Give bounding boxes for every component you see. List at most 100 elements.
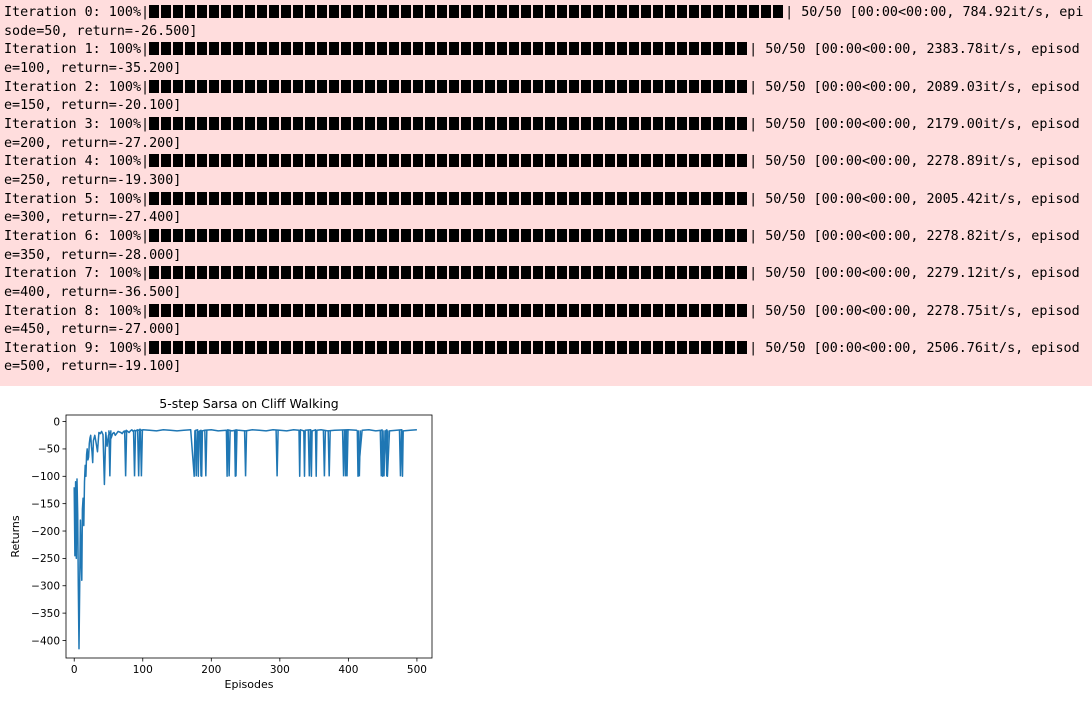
progress-block xyxy=(437,5,448,18)
progress-block xyxy=(425,228,436,242)
progress-block xyxy=(461,303,472,317)
progress-block xyxy=(401,303,412,317)
progress-block xyxy=(377,116,388,130)
progress-block xyxy=(533,191,544,205)
progress-block xyxy=(581,266,592,280)
progress-block xyxy=(653,191,664,205)
progress-block xyxy=(425,154,436,168)
progress-block xyxy=(149,116,160,130)
progress-block xyxy=(497,79,508,93)
x-tick-label: 300 xyxy=(270,664,290,676)
progress-block xyxy=(245,266,256,280)
progress-block xyxy=(401,79,412,93)
progress-block xyxy=(437,191,448,205)
progress-block xyxy=(269,340,280,354)
progress-block xyxy=(389,116,400,130)
progress-block xyxy=(713,5,724,18)
progress-block xyxy=(293,42,304,56)
progress-block xyxy=(317,42,328,56)
progress-label: Iteration 4: 100%| xyxy=(4,154,150,170)
progress-block xyxy=(341,266,352,280)
progress-block xyxy=(293,116,304,130)
progress-block xyxy=(725,266,736,280)
progress-block xyxy=(593,228,604,242)
progress-block xyxy=(449,340,460,354)
progress-block xyxy=(425,5,436,18)
progress-block xyxy=(185,191,196,205)
progress-block xyxy=(485,340,496,354)
progress-block xyxy=(665,5,676,18)
progress-block xyxy=(389,42,400,56)
progress-block xyxy=(221,116,232,130)
progress-line: Iteration 9: 100%| | 50/50 [00:00<00:00, … xyxy=(4,340,1086,359)
progress-block xyxy=(413,340,424,354)
series-spike xyxy=(194,430,198,477)
progress-block xyxy=(185,5,196,18)
progress-block xyxy=(425,191,436,205)
progress-block xyxy=(365,303,376,317)
y-tick-label: 0 xyxy=(53,416,60,428)
progress-block xyxy=(437,340,448,354)
chart-title: 5-step Sarsa on Cliff Walking xyxy=(159,396,338,411)
progress-block xyxy=(725,191,736,205)
progress-block xyxy=(653,79,664,93)
progress-block xyxy=(221,42,232,56)
progress-block xyxy=(605,42,616,56)
progress-block xyxy=(749,5,760,18)
progress-block xyxy=(281,340,292,354)
progress-block xyxy=(341,5,352,18)
progress-label: Iteration 3: 100%| xyxy=(4,116,150,132)
progress-block xyxy=(389,266,400,280)
progress-block xyxy=(557,228,568,242)
progress-block xyxy=(473,79,484,93)
progress-block xyxy=(389,191,400,205)
progress-block xyxy=(665,42,676,56)
progress-bar xyxy=(149,4,785,23)
progress-block xyxy=(509,79,520,93)
progress-block xyxy=(233,340,244,354)
progress-block xyxy=(617,266,628,280)
progress-block xyxy=(317,79,328,93)
progress-block xyxy=(185,228,196,242)
progress-block xyxy=(473,228,484,242)
progress-block xyxy=(689,154,700,168)
progress-stats-wrapped: e=100, return=-35.200] xyxy=(4,60,182,76)
progress-block xyxy=(221,340,232,354)
progress-block xyxy=(677,5,688,18)
progress-block xyxy=(425,116,436,130)
progress-block xyxy=(593,79,604,93)
series-spike xyxy=(139,430,144,477)
progress-block xyxy=(605,191,616,205)
progress-block xyxy=(209,154,220,168)
progress-block xyxy=(281,228,292,242)
progress-block xyxy=(233,228,244,242)
progress-block xyxy=(233,42,244,56)
progress-block xyxy=(497,154,508,168)
progress-bar xyxy=(149,303,749,322)
progress-block xyxy=(161,191,172,205)
progress-block xyxy=(161,228,172,242)
progress-block xyxy=(149,79,160,93)
progress-block xyxy=(653,42,664,56)
progress-label: Iteration 2: 100%| xyxy=(4,79,150,95)
progress-block xyxy=(353,303,364,317)
progress-block xyxy=(365,5,376,18)
progress-block xyxy=(449,266,460,280)
progress-block xyxy=(653,116,664,130)
progress-label: Iteration 9: 100%| xyxy=(4,340,150,356)
progress-block xyxy=(413,42,424,56)
progress-block xyxy=(341,42,352,56)
progress-block xyxy=(305,42,316,56)
progress-block xyxy=(641,5,652,18)
progress-block xyxy=(293,79,304,93)
progress-block xyxy=(737,5,748,18)
progress-block xyxy=(473,191,484,205)
progress-block xyxy=(689,116,700,130)
progress-block xyxy=(413,116,424,130)
progress-block xyxy=(533,79,544,93)
progress-block xyxy=(413,266,424,280)
progress-block xyxy=(173,79,184,93)
progress-block xyxy=(365,266,376,280)
progress-block xyxy=(281,303,292,317)
progress-block xyxy=(629,191,640,205)
